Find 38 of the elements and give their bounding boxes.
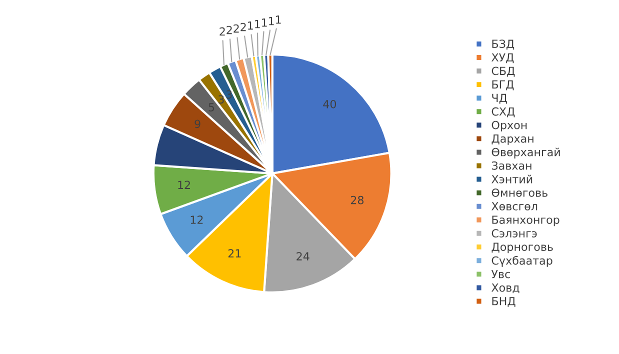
data-label: 9: [194, 120, 200, 128]
data-label: 3: [218, 95, 224, 104]
legend-label: БГД: [492, 80, 514, 90]
data-label: 21: [228, 249, 241, 258]
data-label: 24: [296, 252, 310, 260]
data-label: 28: [350, 196, 364, 204]
legend-label: Увс: [491, 270, 510, 278]
data-label: 2: [220, 27, 225, 36]
data-label: 1: [269, 17, 274, 26]
legend-label: Ховд: [492, 284, 520, 294]
legend-label: Өмнөговь: [492, 188, 548, 197]
legend-label: СБД: [492, 66, 515, 77]
legend-label: БНД: [492, 297, 516, 307]
data-label: 40: [323, 100, 336, 108]
data-label: 1: [262, 18, 267, 27]
legend-label: Орхон: [492, 120, 527, 132]
legend-label: СХД: [492, 107, 515, 118]
legend-label: Дорноговь: [492, 242, 553, 254]
data-label: 1: [276, 16, 281, 24]
legend-label: Өвөрхангай: [492, 148, 560, 158]
data-label: 2: [234, 24, 239, 33]
data-label: 3: [226, 90, 232, 99]
data-label: 2: [226, 26, 232, 34]
data-label: 1: [255, 20, 260, 28]
data-label: 12: [178, 180, 190, 189]
legend-label: ХУД: [492, 53, 514, 64]
legend-label: Сүхбаатар: [492, 256, 552, 267]
legend-label: Сэлэнгэ: [492, 229, 537, 238]
data-label: 2: [240, 22, 246, 32]
data-label: 1: [248, 22, 253, 30]
legend-label: Баянхонгор: [492, 216, 560, 226]
legend-label: ЧД: [492, 94, 507, 104]
data-label: 12: [190, 216, 203, 224]
legend-label: Хэнтий: [492, 174, 532, 184]
legend-label: Хөвсгөл: [492, 202, 538, 210]
legend-label: БЗД: [492, 40, 514, 50]
legend-label: Завхан: [492, 161, 532, 170]
legend-label: Дархан: [492, 134, 534, 145]
